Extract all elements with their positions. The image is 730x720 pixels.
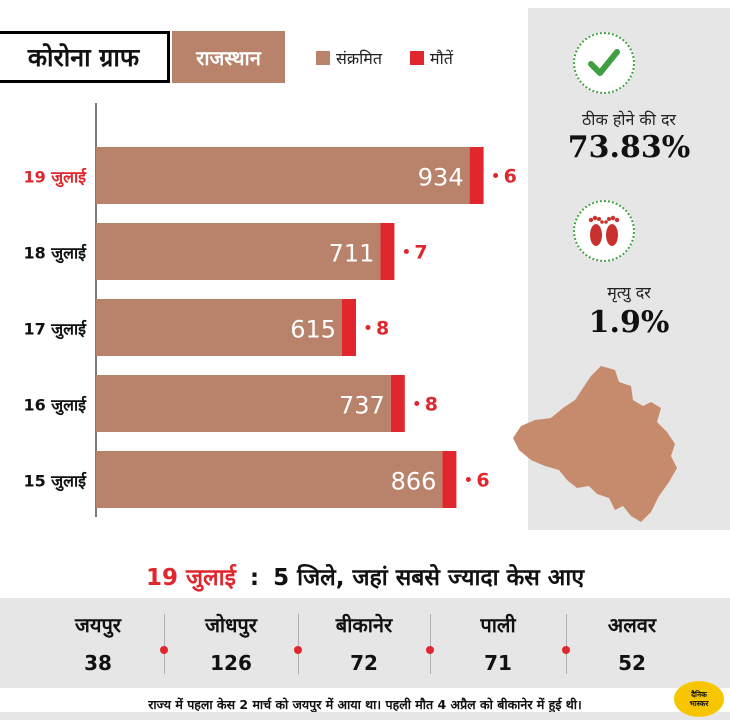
infected-bar <box>96 451 443 508</box>
deaths-bar <box>390 375 405 432</box>
district-item: जयपुर 38 <box>38 612 158 676</box>
category-label: 16 जुलाई <box>23 396 87 416</box>
recovery-rate-label: ठीक होने की दर <box>582 110 676 129</box>
deaths-value-label: 6 <box>504 166 517 188</box>
deaths-marker-dot <box>414 401 420 406</box>
district-name: जोधपुर <box>205 613 257 637</box>
district-divider-dot <box>426 646 434 654</box>
legend-deaths: मौतें <box>410 48 453 68</box>
infected-bar <box>96 147 470 204</box>
district-count: 52 <box>618 651 646 675</box>
infected-bar <box>96 299 342 356</box>
deaths-marker-dot <box>465 477 471 482</box>
category-label: 18 जुलाई <box>23 244 87 264</box>
legend-infected: संक्रमित <box>316 48 382 68</box>
infected-value-label: 934 <box>418 164 464 192</box>
infected-bar <box>96 223 381 280</box>
brand-line-2: भास्कर <box>689 699 709 708</box>
category-label: 17 जुलाई <box>23 320 87 340</box>
district-item: अलवर 52 <box>572 612 692 676</box>
deaths-value-label: 7 <box>414 242 427 264</box>
deaths-marker-dot <box>493 173 499 178</box>
infected-value-label: 866 <box>391 468 437 496</box>
district-name: पाली <box>480 613 516 637</box>
infected-value-label: 711 <box>329 240 375 268</box>
district-count: 71 <box>484 651 512 675</box>
deaths-bar <box>469 147 484 204</box>
deaths-bar <box>442 451 457 508</box>
legend-infected-swatch <box>316 51 330 65</box>
district-divider <box>430 614 431 674</box>
district-name: अलवर <box>607 613 657 637</box>
district-count: 72 <box>350 651 378 675</box>
state-label: राजस्थान <box>172 31 285 83</box>
legend-infected-label: संक्रमित <box>336 49 382 68</box>
district-divider <box>164 614 165 674</box>
district-divider-dot <box>160 646 168 654</box>
recovery-rate-value: 73.83% <box>567 130 691 165</box>
bar-chart: 19 जुलाई 934 6 18 जुलाई 711 7 17 जुलाई 615 8 16 ज… <box>23 103 517 517</box>
category-label: 15 जुलाई <box>23 472 87 492</box>
district-name: बीकानेर <box>335 613 393 637</box>
districts-date: 19 जुलाई <box>145 565 236 591</box>
deaths-value-label: 8 <box>376 318 389 340</box>
category-label: 19 जुलाई <box>23 168 87 188</box>
district-divider <box>566 614 567 674</box>
district-divider <box>298 614 299 674</box>
district-divider-dot <box>294 646 302 654</box>
districts-heading: 19 जुलाई : 5 जिले, जहां सबसे ज्यादा केस … <box>0 560 730 592</box>
brand-line-1: दैनिक <box>691 690 707 699</box>
feet-icon <box>573 200 635 262</box>
district-count: 126 <box>210 651 252 675</box>
district-item: जोधपुर 126 <box>171 612 291 676</box>
mortality-rate-value: 1.9% <box>588 305 670 340</box>
deaths-bar <box>342 299 356 356</box>
district-name: जयपुर <box>75 613 121 637</box>
districts-title-text: 5 जिले, जहां सबसे ज्यादा केस आए <box>273 565 585 591</box>
deaths-bar <box>380 223 395 280</box>
checkmark-icon <box>573 32 635 94</box>
district-divider-dot <box>562 646 570 654</box>
infected-value-label: 615 <box>290 316 336 344</box>
districts-separator: : <box>249 565 260 591</box>
district-item: पाली 71 <box>438 612 558 676</box>
legend-deaths-swatch <box>410 51 424 65</box>
brand-logo: दैनिक भास्कर <box>674 681 724 717</box>
deaths-value-label: 6 <box>476 470 489 492</box>
district-count: 38 <box>84 651 112 675</box>
deaths-marker-dot <box>365 325 371 330</box>
infected-value-label: 737 <box>339 392 385 420</box>
district-item: बीकानेर 72 <box>304 612 424 676</box>
mortality-rate-label: मृत्यु दर <box>607 283 651 302</box>
chart-title: कोरोना ग्राफ <box>0 31 170 83</box>
deaths-marker-dot <box>403 249 409 254</box>
infected-bar <box>96 375 391 432</box>
districts-band <box>0 598 730 688</box>
legend-deaths-label: मौतें <box>430 49 453 68</box>
rajasthan-map <box>513 366 677 522</box>
deaths-value-label: 8 <box>425 394 438 416</box>
bottom-band <box>0 712 730 720</box>
